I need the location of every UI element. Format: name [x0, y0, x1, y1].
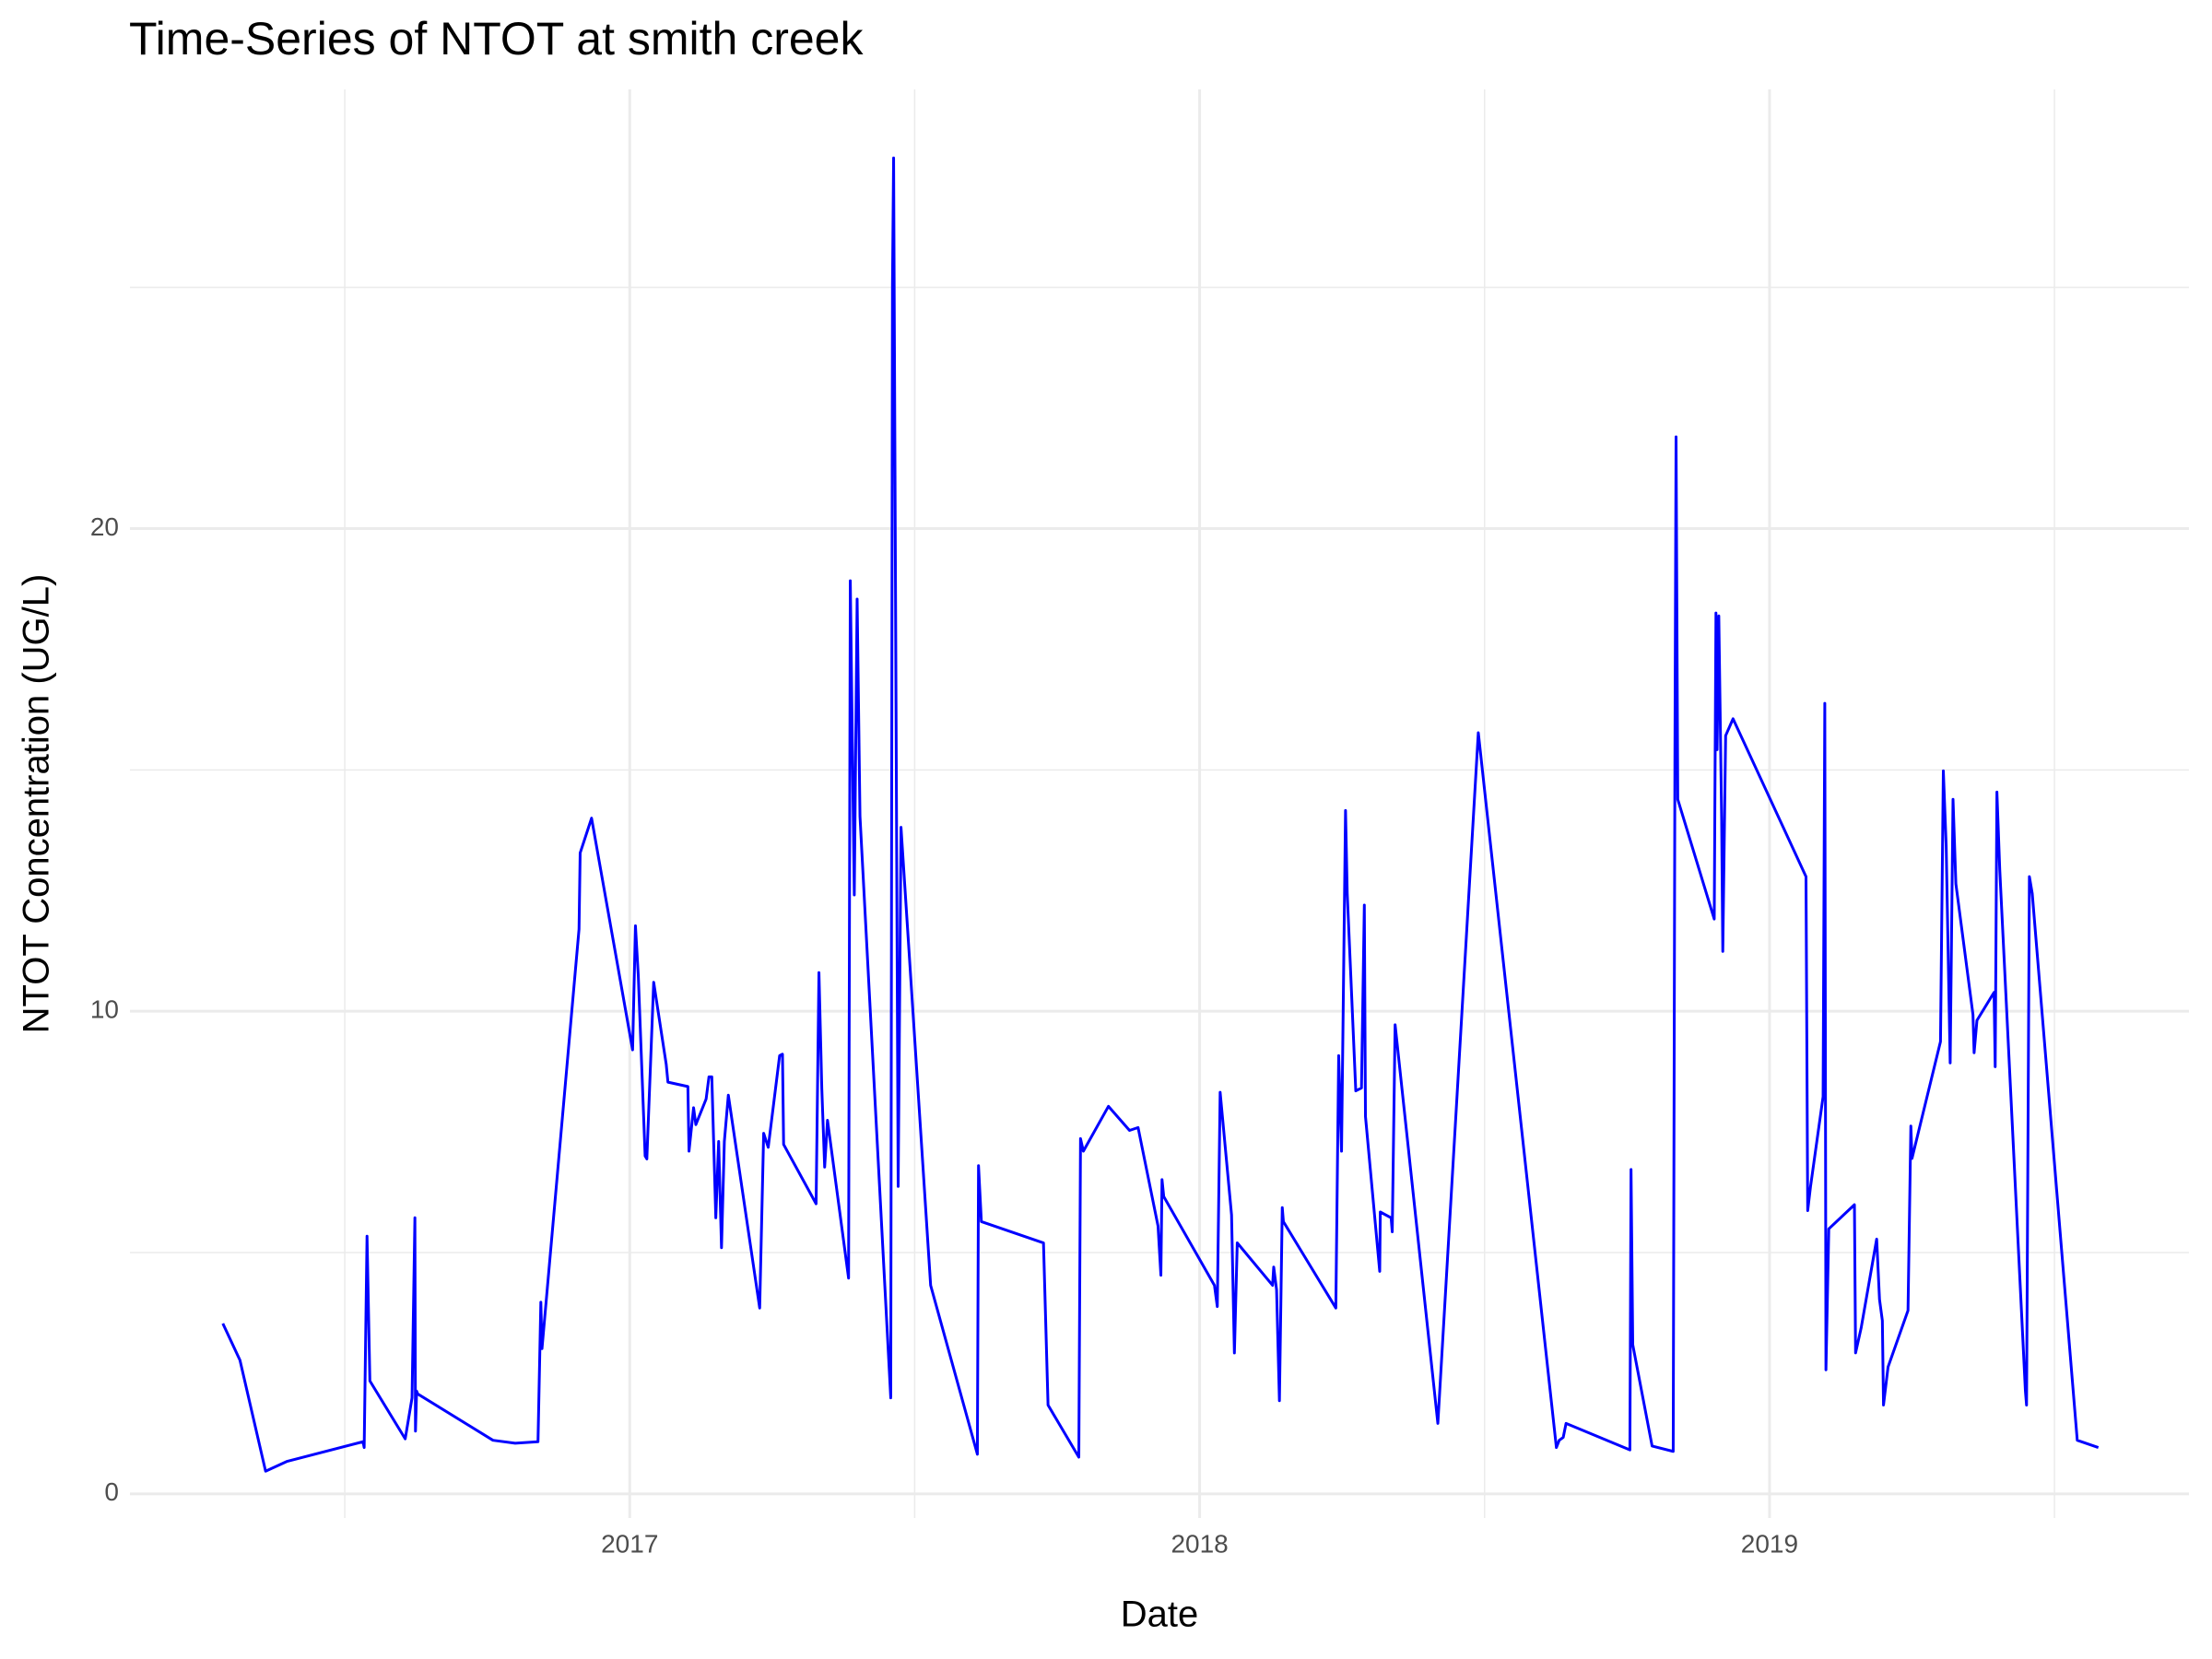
- x-tick-label: 2019: [1741, 1529, 1798, 1558]
- y-axis-title: NTOT Concentration (UG/L): [17, 574, 57, 1034]
- x-tick-label: 2017: [601, 1529, 658, 1558]
- x-axis-title: Date: [1121, 1594, 1199, 1635]
- y-tick-label: 10: [90, 995, 119, 1024]
- y-tick-label: 20: [90, 512, 119, 541]
- grid: [130, 89, 2189, 1518]
- y-tick-label: 0: [104, 1477, 119, 1506]
- data-line: [221, 156, 2100, 1473]
- x-tick-label: 2018: [1171, 1529, 1228, 1558]
- chart-title: Time-Series of NTOT at smith creek: [129, 13, 864, 65]
- marks: [221, 156, 2100, 1473]
